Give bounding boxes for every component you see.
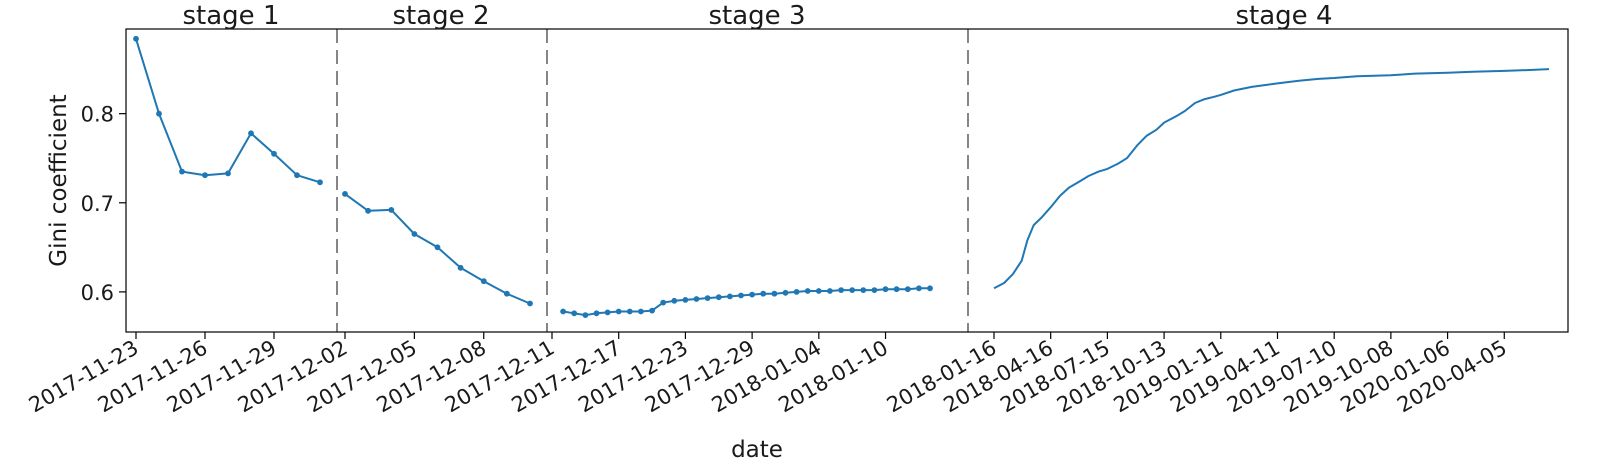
- data-point-stage-3-26: [849, 287, 856, 293]
- stage-labels: stage 1 stage 2 stage 3 stage 4: [183, 1, 1333, 31]
- data-point-stage-3-16: [738, 292, 744, 299]
- data-point-stage-3-11: [682, 297, 689, 303]
- data-point-stage-3-14: [715, 294, 722, 301]
- data-point-stage-3-0: [560, 308, 566, 315]
- series-line-stage-1: [135, 38, 321, 184]
- data-point-stage-3-15: [727, 293, 733, 300]
- data-point-stage-2-3: [411, 231, 418, 237]
- data-point-stage-2-1: [365, 207, 371, 214]
- x-axis: 2017-11-232017-11-262017-11-292017-12-02…: [25, 332, 1511, 417]
- data-point-stage-3-7: [638, 308, 644, 315]
- data-point-stage-3-12: [693, 296, 700, 302]
- data-point-stage-3-4: [604, 309, 611, 316]
- data-point-stage-3-19: [771, 290, 778, 297]
- y-tick-label-2: 0.8: [81, 103, 114, 127]
- data-point-stage-3-10: [671, 297, 678, 304]
- data-point-stage-3-6: [626, 308, 633, 315]
- data-point-stage-3-13: [704, 295, 711, 301]
- data-point-stage-2-4: [434, 244, 441, 251]
- x-axis-label: date: [731, 437, 783, 463]
- data-point-stage-2-2: [388, 207, 395, 213]
- data-point-stage-3-24: [827, 288, 833, 294]
- stage-label-1: stage 1: [183, 1, 280, 31]
- y-axis: 0.6 0.7 0.8: [81, 103, 126, 305]
- series-line-stage-4: [993, 68, 1550, 290]
- data-point-stage-3-23: [815, 288, 822, 294]
- data-point-stage-3-9: [660, 299, 667, 306]
- series-line-stage-3: [562, 287, 930, 317]
- data-point-stage-2-5: [457, 264, 464, 271]
- data-point-stage-3-27: [860, 287, 867, 293]
- data-point-stage-2-7: [504, 290, 510, 297]
- data-point-stage-3-25: [838, 287, 844, 293]
- data-point-stage-3-20: [782, 289, 789, 296]
- data-point-stage-3-21: [793, 289, 800, 295]
- data-point-stage-1-0: [133, 35, 139, 42]
- data-point-stage-1-5: [248, 130, 254, 137]
- stage-label-2: stage 2: [393, 1, 490, 31]
- data-point-stage-1-6: [271, 150, 277, 157]
- data-point-stage-3-22: [804, 288, 811, 294]
- data-point-stage-2-0: [342, 191, 348, 197]
- y-axis-label: Gini coefficient: [46, 94, 72, 266]
- data-point-stage-3-31: [904, 286, 911, 293]
- stage-label-4: stage 4: [1236, 1, 1333, 31]
- y-tick-label-1: 0.7: [81, 192, 114, 216]
- data-point-stage-3-30: [893, 286, 900, 293]
- data-point-stage-1-3: [202, 172, 208, 179]
- data-point-stage-3-5: [615, 308, 622, 315]
- data-point-stage-1-8: [317, 179, 323, 186]
- data-point-stage-3-17: [749, 291, 755, 298]
- data-point-stage-3-32: [916, 285, 922, 292]
- data-point-stage-3-29: [882, 286, 889, 293]
- data-point-stage-3-1: [571, 310, 578, 317]
- data-point-stage-3-2: [582, 312, 589, 318]
- data-point-stage-2-8: [527, 300, 533, 307]
- data-point-stage-1-2: [179, 168, 185, 175]
- series-layer: [133, 35, 1550, 318]
- data-point-stage-3-3: [593, 310, 600, 317]
- plot-frame: [125, 28, 1569, 333]
- data-point-stage-2-6: [480, 278, 487, 285]
- data-point-stage-3-8: [649, 307, 655, 314]
- data-point-stage-1-1: [156, 110, 162, 117]
- stage-separators: [336, 29, 969, 332]
- stage-label-3: stage 3: [709, 1, 806, 31]
- data-point-stage-3-18: [760, 290, 767, 297]
- data-point-stage-3-28: [871, 287, 878, 293]
- data-point-stage-3-33: [927, 285, 933, 292]
- y-tick-label-0: 0.6: [81, 281, 114, 305]
- data-point-stage-1-4: [225, 170, 231, 177]
- data-point-stage-1-7: [294, 172, 300, 179]
